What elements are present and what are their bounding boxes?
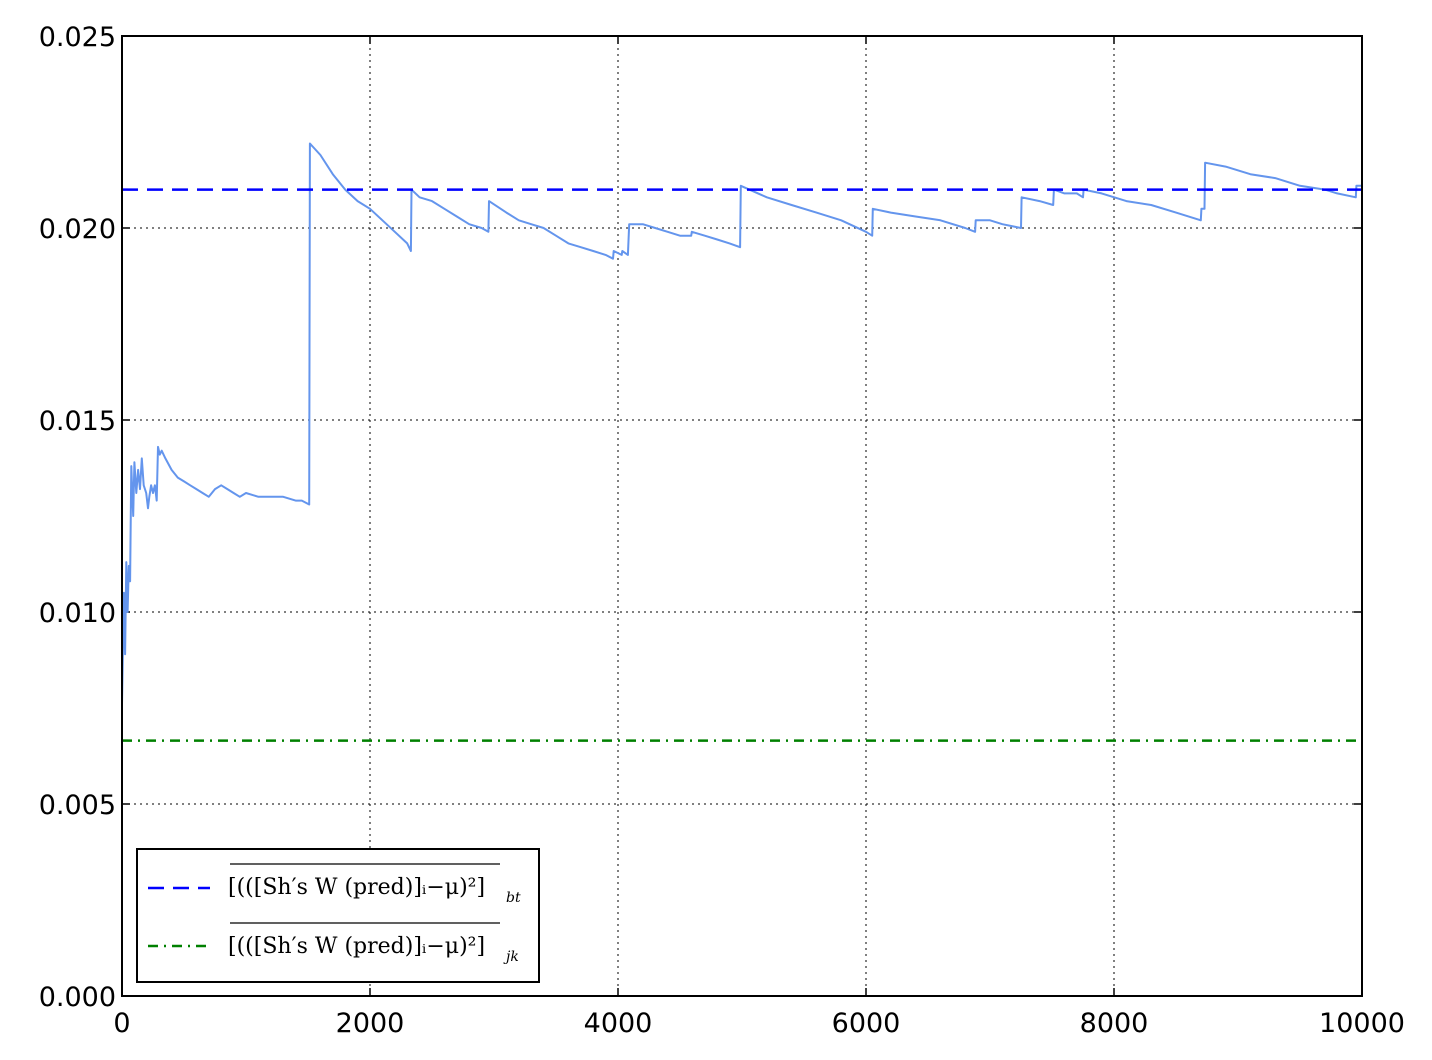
y-tick-label: 0.000 <box>39 982 116 1013</box>
x-tick-label: 0 <box>113 1008 130 1039</box>
legend-label-bootstrap: [(([Sh′s W (pred)]ᵢ−μ)²] <box>228 875 485 900</box>
x-tick-label: 8000 <box>1080 1008 1149 1039</box>
y-tick-label: 0.025 <box>39 22 116 53</box>
grid-lines <box>122 36 1362 996</box>
legend: [(([Sh′s W (pred)]ᵢ−μ)²] bt [(([Sh′s W (… <box>136 848 540 983</box>
x-tick-label: 4000 <box>584 1008 653 1039</box>
series-line-running_estimate <box>121 142 1362 705</box>
x-tick-label: 2000 <box>336 1008 405 1039</box>
plot-background <box>122 36 1362 996</box>
x-tick-label: 10000 <box>1319 1008 1405 1039</box>
legend-sub-bootstrap: bt <box>506 890 521 906</box>
y-tick-label: 0.015 <box>39 406 116 437</box>
legend-box <box>136 848 540 983</box>
plot-frame <box>121 35 1363 997</box>
tick-labels: 0 2000 4000 6000 8000 10000 0.000 0.005 0.010 0.0… <box>39 22 1405 1039</box>
y-tick-label: 0.005 <box>39 790 116 821</box>
y-tick-label: 0.010 <box>39 598 116 629</box>
y-tick-label: 0.020 <box>39 214 116 245</box>
x-tick-label: 6000 <box>832 1008 901 1039</box>
legend-sub-jackknife: jk <box>503 949 519 965</box>
legend-label-jackknife: [(([Sh′s W (pred)]ᵢ−μ)²] <box>228 934 485 959</box>
series-layer <box>121 142 1362 742</box>
